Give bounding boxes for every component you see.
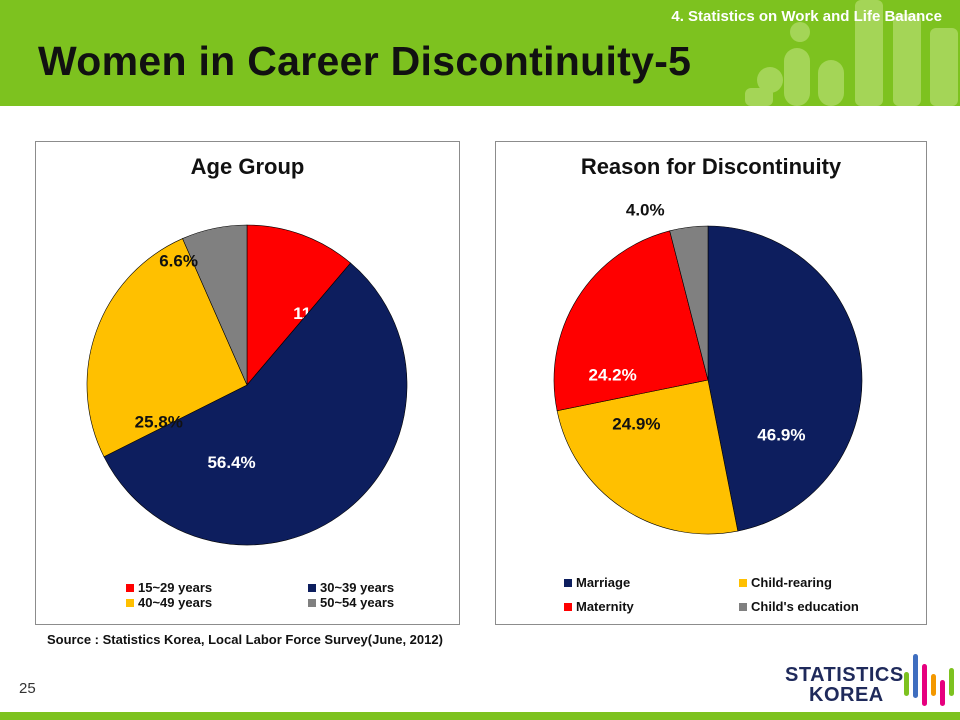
chart-title: Age Group [190,154,305,179]
slice-data-label: 56.4% [207,453,255,472]
legend-item: Marriage [564,575,630,590]
reason-chart-panel: Reason for Discontinuity 46.9% 24.9% 24.2%… [495,141,927,625]
legend-swatch [564,603,572,611]
deco-bar [855,0,883,106]
chart-title: Reason for Discontinuity [580,154,842,179]
legend-swatch [739,603,747,611]
legend-item: Maternity [564,599,634,614]
logo-text-line1: STATISTICS [785,664,904,686]
legend-label: 40~49 years [138,595,213,610]
deco-dot [790,22,810,42]
legend-label: Maternity [576,599,634,614]
deco-bar [784,48,810,106]
legend-item: 30~39 years [308,580,394,595]
slice-data-label: 24.9% [612,415,660,434]
page-title: Women in Career Discontinuity-5 [38,38,692,84]
legend-item: 15~29 years [126,580,212,595]
legend-label: 30~39 years [320,580,395,595]
decorative-bars [745,0,958,106]
legend-item: Child's education [739,599,859,614]
legend-label: Child-rearing [751,575,832,590]
legend-label: Marriage [576,575,631,590]
age-group-pie-chart: 11.2%56.4%25.8%6.6% [86,224,408,546]
slice-data-label: 6.6% [159,251,198,270]
pie-slice-50-54-years [182,224,248,386]
pie-slice-40-49-years [86,238,248,458]
legend-item: 50~54 years [308,595,394,610]
slice-data-label: 24.2% [588,366,636,385]
legend-item: Child-rearing [739,575,832,590]
statistics-korea-logo: STATISTICS KOREA [785,650,955,710]
slice-data-label: 4.0% [626,201,665,220]
pie-slice-child-rearing [556,379,739,535]
legend-swatch [308,599,316,607]
legend-swatch [126,584,134,592]
section-label: 4. Statistics on Work and Life Balance [671,8,942,25]
legend-swatch [308,584,316,592]
deco-bar [893,14,921,106]
slice-data-label: 25.8% [135,412,183,431]
pie-slice-child-s-education [669,225,709,381]
legend-label: 50~54 years [320,595,395,610]
deco-bar [818,60,844,106]
logo-text-line2: KOREA [809,684,884,706]
legend-label: 15~29 years [138,580,213,595]
pie-slice-marriage [707,225,863,532]
slice-data-label: 46.9% [757,426,805,445]
legend-swatch [564,579,572,587]
pie-slice-30-39-years [103,262,408,546]
pie-slice-maternity [553,230,709,412]
page-number: 25 [19,680,36,697]
legend-swatch [739,579,747,587]
source-note: Source : Statistics Korea, Local Labor F… [47,632,443,647]
deco-bar [930,28,958,106]
legend-item: 40~49 years [126,595,212,610]
header-banner: 4. Statistics on Work and Life Balance W… [0,0,960,106]
footer-bar [0,712,960,720]
pie-slice-15-29-years [246,224,351,386]
reason-pie-chart: 46.9% 24.9% 24.2% 4.0% [553,201,863,535]
legend-swatch [126,599,134,607]
age-group-chart-panel: Age Group 11.2%56.4%25.8%6.6% 15~29 year… [35,141,460,625]
logo-bars-icon [904,654,954,706]
deco-bar [745,88,773,106]
deco-dot [757,67,783,93]
legend-label: Child's education [751,599,859,614]
